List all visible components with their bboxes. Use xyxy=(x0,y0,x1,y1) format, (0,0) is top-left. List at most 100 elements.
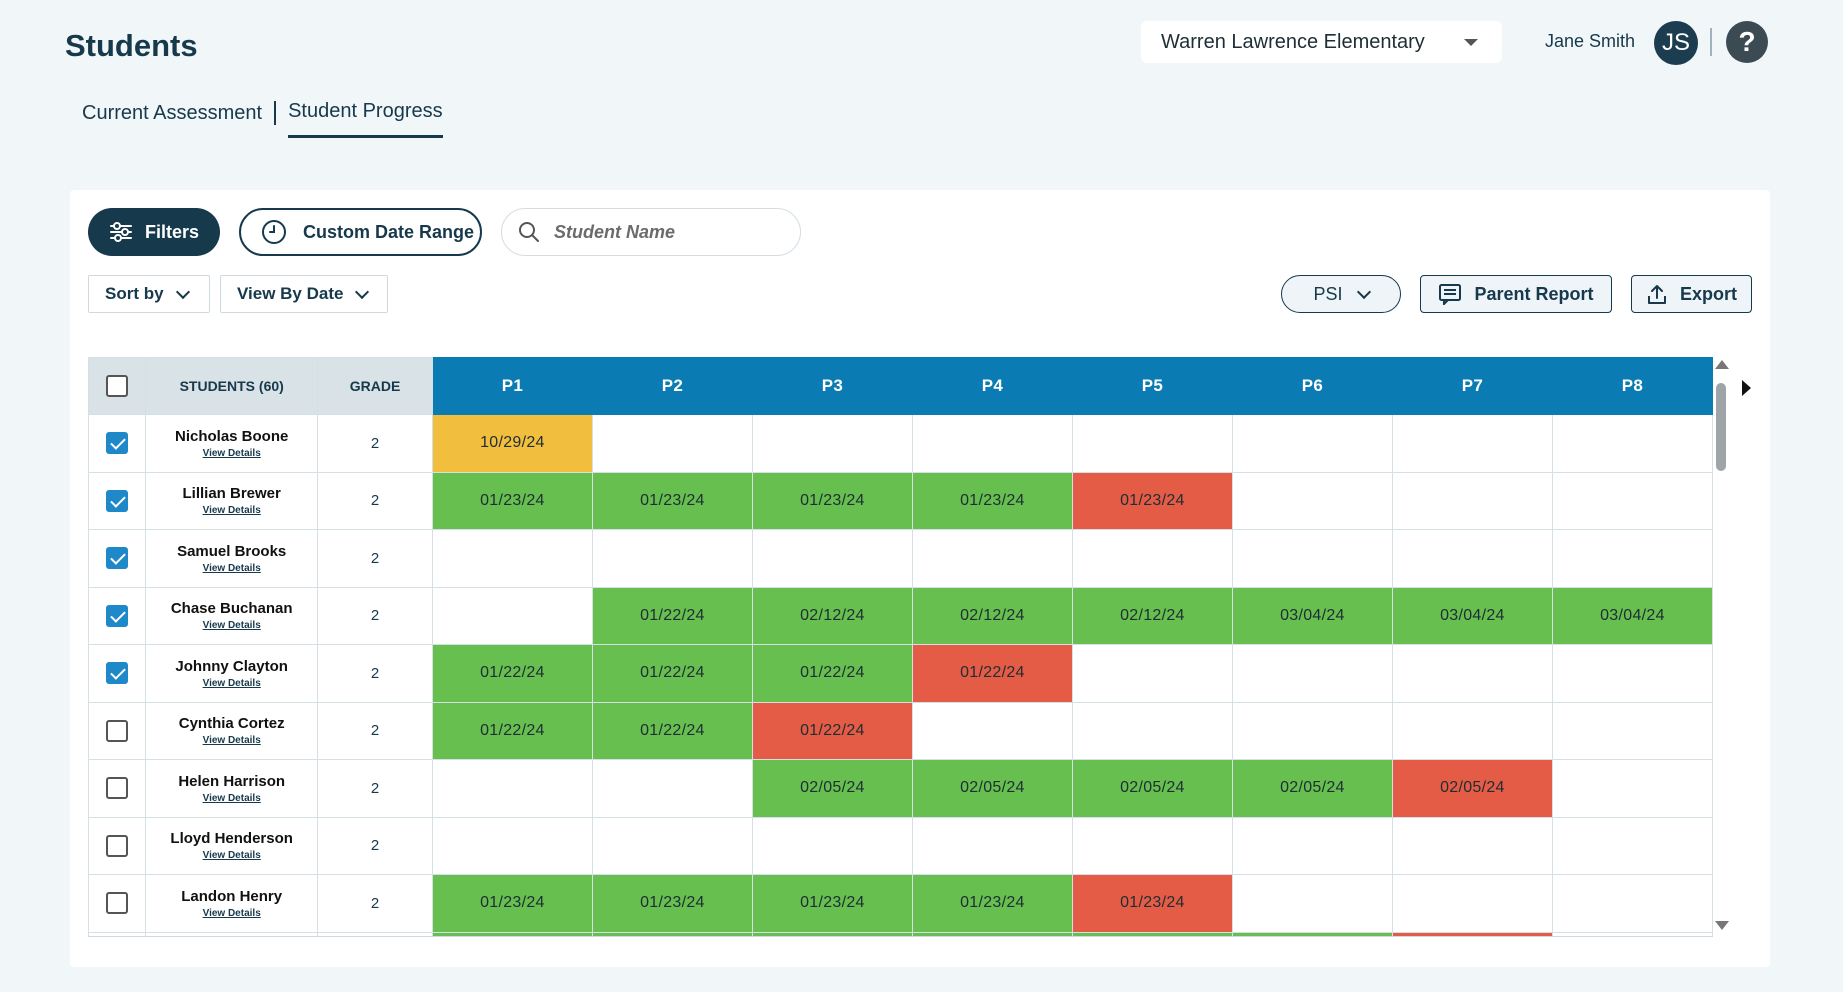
period-cell[interactable]: 01/22/24 xyxy=(591,644,753,703)
scroll-down-icon[interactable] xyxy=(1715,921,1729,930)
vertical-scrollbar[interactable] xyxy=(1713,360,1729,930)
period-cell[interactable]: 01/23/24 xyxy=(751,471,913,530)
row-checkbox[interactable] xyxy=(106,489,129,512)
period-cell[interactable] xyxy=(1391,471,1553,530)
period-cell[interactable]: 01/22/24 xyxy=(591,701,753,760)
period-cell[interactable]: 01/23/24 xyxy=(591,471,753,530)
period-cell[interactable]: 02/12/24 xyxy=(1071,586,1233,645)
row-checkbox[interactable] xyxy=(106,892,129,915)
view-details-link[interactable]: View Details xyxy=(202,562,261,574)
row-checkbox[interactable] xyxy=(106,547,129,570)
students-column-header[interactable]: STUDENTS (60) xyxy=(145,357,319,415)
period-cell[interactable]: 01/23/24 xyxy=(431,874,593,933)
view-details-link[interactable]: View Details xyxy=(202,677,261,689)
parent-report-button[interactable]: Parent Report xyxy=(1420,275,1612,313)
period-cell[interactable]: 02/12/24 xyxy=(751,586,913,645)
period-cell[interactable] xyxy=(1551,874,1713,933)
period-cell[interactable] xyxy=(1071,414,1233,473)
filters-button[interactable]: Filters xyxy=(88,208,220,256)
avatar[interactable]: JS xyxy=(1654,21,1698,65)
period-cell[interactable] xyxy=(1231,874,1393,933)
period-cell[interactable] xyxy=(1551,701,1713,760)
custom-date-range-button[interactable]: Custom Date Range xyxy=(239,208,482,256)
select-all-checkbox[interactable] xyxy=(106,375,129,397)
period-header-p7[interactable]: P7 xyxy=(1391,357,1553,415)
tab-student-progress[interactable]: Student Progress xyxy=(288,100,443,138)
row-checkbox[interactable] xyxy=(106,604,129,627)
period-cell[interactable]: 01/23/24 xyxy=(911,874,1073,933)
period-cell[interactable] xyxy=(591,816,753,875)
period-cell[interactable] xyxy=(1391,644,1553,703)
period-cell[interactable] xyxy=(911,701,1073,760)
period-cell[interactable]: 01/22/24 xyxy=(751,644,913,703)
period-cell[interactable] xyxy=(1071,816,1233,875)
period-cell[interactable]: 01/23/24 xyxy=(751,874,913,933)
period-cell[interactable]: 02/12/24 xyxy=(911,586,1073,645)
psi-dropdown[interactable]: PSI xyxy=(1281,275,1401,313)
period-cell[interactable] xyxy=(1231,931,1393,936)
scroll-up-icon[interactable] xyxy=(1715,360,1729,369)
period-cell[interactable]: 02/05/24 xyxy=(1231,759,1393,818)
period-cell[interactable]: 01/22/24 xyxy=(751,701,913,760)
period-cell[interactable] xyxy=(911,931,1073,936)
period-cell[interactable] xyxy=(1551,931,1713,936)
view-details-link[interactable]: View Details xyxy=(202,907,261,919)
period-header-p6[interactable]: P6 xyxy=(1231,357,1393,415)
period-cell[interactable] xyxy=(591,931,753,936)
sort-by-dropdown[interactable]: Sort by xyxy=(88,275,210,313)
period-cell[interactable] xyxy=(1391,874,1553,933)
period-cell[interactable] xyxy=(751,529,913,588)
view-details-link[interactable]: View Details xyxy=(202,735,261,747)
period-cell[interactable]: 03/04/24 xyxy=(1551,586,1713,645)
period-cell[interactable] xyxy=(911,529,1073,588)
period-cell[interactable] xyxy=(431,931,593,936)
period-cell[interactable] xyxy=(1391,414,1553,473)
period-cell[interactable]: 01/22/24 xyxy=(911,644,1073,703)
period-cell[interactable] xyxy=(1231,414,1393,473)
period-cell[interactable] xyxy=(431,529,593,588)
period-cell[interactable]: 01/23/24 xyxy=(591,874,753,933)
period-cell[interactable] xyxy=(1551,529,1713,588)
period-cell[interactable]: 01/23/24 xyxy=(911,471,1073,530)
search-input[interactable] xyxy=(554,221,774,243)
period-cell[interactable] xyxy=(1231,701,1393,760)
view-details-link[interactable]: View Details xyxy=(202,620,261,632)
period-cell[interactable] xyxy=(1231,529,1393,588)
period-cell[interactable] xyxy=(1391,701,1553,760)
period-cell[interactable] xyxy=(1391,816,1553,875)
period-cell[interactable] xyxy=(751,931,913,936)
period-cell[interactable] xyxy=(1551,414,1713,473)
period-cell[interactable] xyxy=(1071,644,1233,703)
period-cell[interactable]: 02/05/24 xyxy=(751,759,913,818)
period-cell[interactable] xyxy=(1071,529,1233,588)
period-cell[interactable]: 02/05/24 xyxy=(1071,759,1233,818)
period-cell[interactable] xyxy=(591,759,753,818)
period-cell[interactable] xyxy=(1231,816,1393,875)
period-cell[interactable] xyxy=(1231,644,1393,703)
period-cell[interactable] xyxy=(1551,644,1713,703)
period-cell[interactable] xyxy=(1551,471,1713,530)
grade-column-header[interactable]: GRADE xyxy=(317,357,433,415)
view-details-link[interactable]: View Details xyxy=(202,850,261,862)
period-cell[interactable] xyxy=(751,816,913,875)
view-details-link[interactable]: View Details xyxy=(202,792,261,804)
row-checkbox[interactable] xyxy=(106,777,129,800)
scrollbar-thumb[interactable] xyxy=(1716,383,1726,471)
period-cell[interactable] xyxy=(1071,931,1233,936)
row-checkbox[interactable] xyxy=(106,834,129,857)
period-header-p8[interactable]: P8 xyxy=(1551,357,1713,415)
period-cell[interactable] xyxy=(1071,701,1233,760)
period-header-p5[interactable]: P5 xyxy=(1071,357,1233,415)
period-cell[interactable]: 01/23/24 xyxy=(1071,874,1233,933)
period-cell[interactable]: 02/05/24 xyxy=(1391,759,1553,818)
row-checkbox[interactable] xyxy=(106,662,129,685)
period-cell[interactable] xyxy=(751,414,913,473)
period-cell[interactable]: 10/29/24 xyxy=(431,414,593,473)
tab-current-assessment[interactable]: Current Assessment xyxy=(82,101,263,124)
period-cell[interactable]: 03/04/24 xyxy=(1391,586,1553,645)
row-checkbox[interactable] xyxy=(106,719,129,742)
period-cell[interactable]: 03/04/24 xyxy=(1231,586,1393,645)
period-cell[interactable] xyxy=(431,586,593,645)
period-cell[interactable] xyxy=(431,759,593,818)
view-details-link[interactable]: View Details xyxy=(202,447,261,459)
